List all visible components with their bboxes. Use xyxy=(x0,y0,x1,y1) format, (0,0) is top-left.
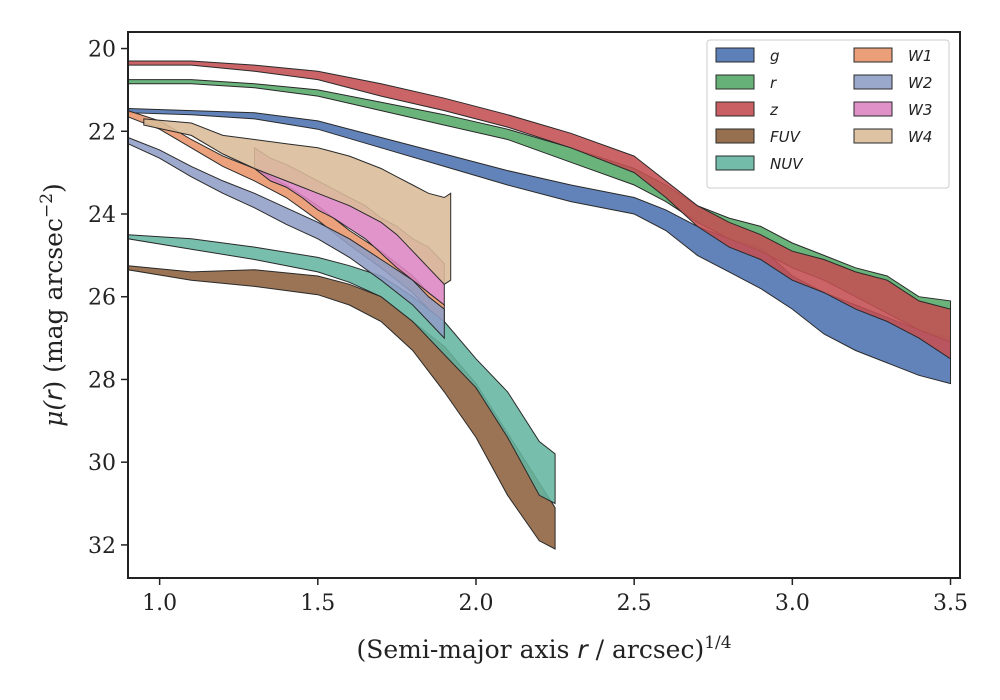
band-nuv xyxy=(127,234,556,505)
legend-label-nuv: NUV xyxy=(770,155,804,173)
x-tick-label: 1.0 xyxy=(142,591,177,616)
x-tick-label: 3.0 xyxy=(775,591,810,616)
x-axis-title-var: r xyxy=(577,635,589,664)
legend-swatch-w1 xyxy=(853,47,893,63)
y-tick-label: 26 xyxy=(88,286,116,311)
x-axis-title-sup: 1/4 xyxy=(704,633,731,653)
legend-label-z: z xyxy=(769,101,779,119)
y-axis-ticks: 20 22 24 26 28 30 32 xyxy=(88,38,128,559)
y-axis-title: μ(r) (mag arcsec−2) xyxy=(37,183,68,427)
plot-frame xyxy=(127,31,961,579)
x-tick-label: 3.5 xyxy=(933,591,968,616)
legend-label-w2: W2 xyxy=(908,74,932,92)
legend-label-w3: W3 xyxy=(908,101,932,119)
y-axis-title-pre: μ( xyxy=(39,400,68,427)
y-tick-label: 32 xyxy=(88,534,116,559)
legend: grz FUV NUV W1 W2 W3 W4 xyxy=(706,39,950,189)
legend-label-w1: W1 xyxy=(908,47,932,65)
band-w2 xyxy=(127,136,445,340)
legend-label-fuv: FUV xyxy=(770,128,802,146)
legend-label-g: g xyxy=(770,47,780,65)
legend-swatch-w2 xyxy=(853,74,893,90)
legend-label-w4: W4 xyxy=(908,128,932,146)
series-bands xyxy=(127,60,951,550)
legend-swatch-z xyxy=(715,101,755,117)
y-axis-title-sup: −2 xyxy=(37,193,57,218)
x-axis-title-main: (Semi-major axis xyxy=(356,635,577,664)
y-tick-label: 28 xyxy=(88,368,116,393)
x-axis-title: (Semi-major axis r / arcsec)1/4 xyxy=(356,633,731,664)
legend-swatch-g xyxy=(715,47,755,63)
band-fuv xyxy=(127,265,556,550)
legend-swatch-fuv xyxy=(715,128,755,144)
y-tick-label: 30 xyxy=(88,451,116,476)
legend-label-r: r xyxy=(770,74,777,92)
y-tick-label: 24 xyxy=(88,203,116,228)
x-axis-title-mid: / arcsec) xyxy=(588,635,705,664)
legend-swatch-r xyxy=(715,74,755,90)
y-tick-label: 20 xyxy=(88,38,116,63)
y-tick-label: 22 xyxy=(88,120,116,145)
legend-swatch-nuv xyxy=(715,155,755,171)
band-z xyxy=(127,60,951,360)
band-w4 xyxy=(143,118,452,285)
x-tick-label: 2.0 xyxy=(458,591,493,616)
y-axis-title-post: ) (mag arcsec xyxy=(39,218,68,391)
x-tick-label: 1.5 xyxy=(300,591,335,616)
y-axis-title-var: r xyxy=(39,389,68,401)
legend-swatch-w3 xyxy=(853,101,893,117)
band-g xyxy=(127,107,951,385)
x-axis-ticks: 1.0 1.5 2.0 2.5 3.0 3.5 xyxy=(142,578,968,616)
y-axis-title-end: ) xyxy=(39,183,68,193)
legend-swatch-w4 xyxy=(853,128,893,144)
x-tick-label: 2.5 xyxy=(617,591,652,616)
